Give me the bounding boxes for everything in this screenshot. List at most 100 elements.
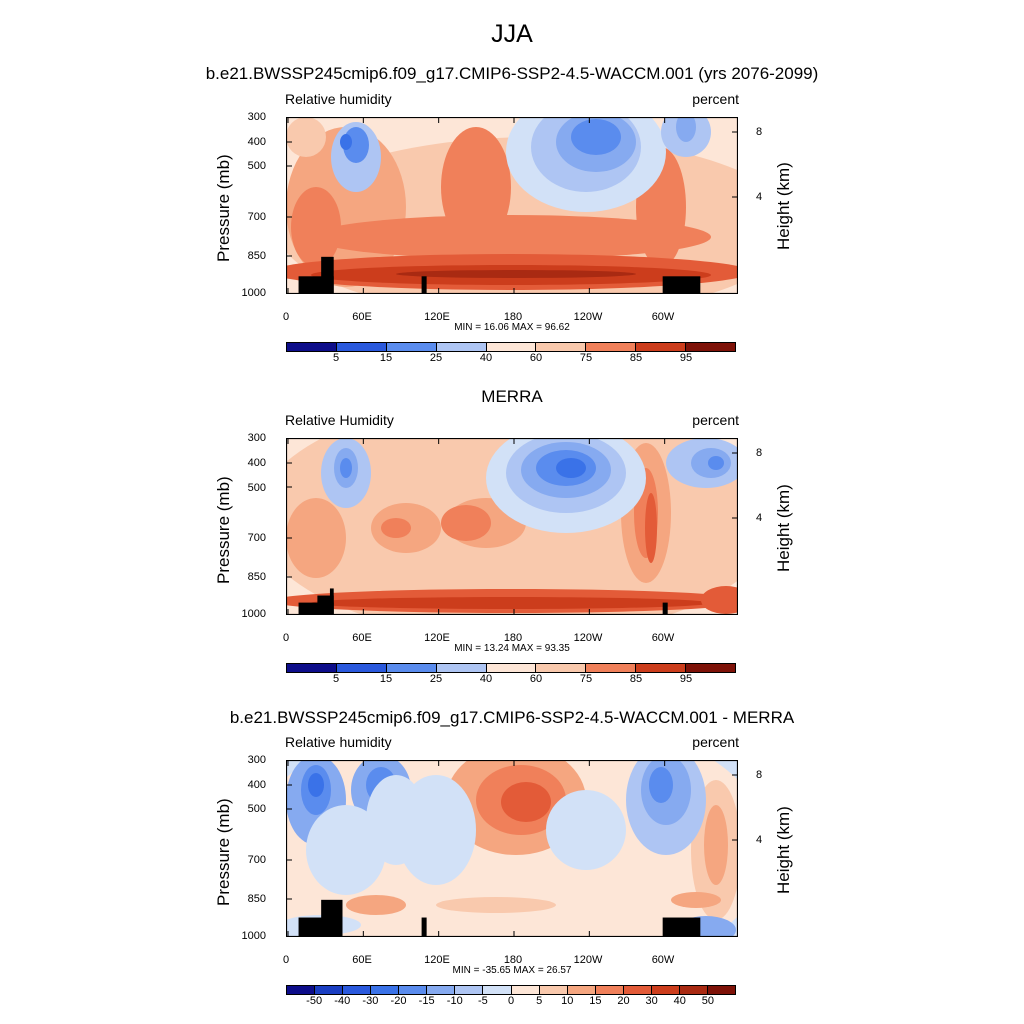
colorbar-tick: 60	[529, 352, 543, 364]
colorbar-swatch	[486, 664, 537, 672]
panel-2-ytick: 500	[247, 482, 266, 494]
contour-region	[381, 518, 411, 538]
colorbar-swatch	[336, 664, 387, 672]
colorbar-swatch	[586, 343, 637, 351]
panel-1-xtick: 120W	[573, 311, 603, 323]
terrain-mask	[662, 602, 668, 615]
panel-1-stats: MIN = 16.06 MAX = 96.62	[454, 322, 570, 333]
panel-3-xtick: 120E	[424, 954, 450, 966]
contour-region	[701, 586, 738, 614]
colorbar-swatch	[427, 986, 456, 994]
contour-region	[556, 458, 586, 478]
colorbar-swatch	[287, 343, 337, 351]
panel-1-units: percent	[692, 91, 739, 107]
colorbar-tick: 75	[579, 352, 593, 364]
colorbar-swatch	[399, 986, 428, 994]
colorbar-tick: -15	[418, 995, 435, 1007]
colorbar-tick: 85	[629, 673, 643, 685]
panel-3-xtick: 60E	[352, 954, 372, 966]
colorbar-tick: -30	[362, 995, 379, 1007]
panel-1-colorbar	[286, 342, 736, 352]
contour-region	[306, 805, 386, 895]
panel-3-ytick: 1000	[241, 930, 266, 942]
panel-1-rtick: 4	[756, 191, 763, 203]
colorbar-swatch	[483, 986, 512, 994]
colorbar-tick: 40	[479, 352, 493, 364]
panel-3-xtick: 0	[282, 954, 290, 966]
panel-3-title: b.e21.BWSSP245cmip6.f09_g17.CMIP6-SSP2-4…	[229, 708, 795, 727]
panel-3-colorbar	[286, 985, 736, 995]
contour-region	[676, 117, 696, 142]
terrain-mask	[329, 588, 334, 615]
contour-region	[308, 773, 324, 797]
contour-region	[546, 790, 626, 870]
colorbar-swatch	[386, 664, 437, 672]
panel-1-ytick: 400	[247, 136, 266, 148]
colorbar-tick: 25	[429, 352, 443, 364]
colorbar-tick: 95	[679, 673, 693, 685]
panel-2-ytick: 700	[247, 532, 266, 544]
panel-1-ytick: 500	[247, 160, 266, 172]
panel-1-xtick: 60E	[352, 311, 372, 323]
colorbar-swatch	[386, 343, 437, 351]
panel-2-xtick: 60E	[352, 632, 372, 644]
colorbar-swatch	[315, 986, 344, 994]
panel-1-ytick: 700	[247, 211, 266, 223]
colorbar-swatch	[623, 986, 652, 994]
colorbar-swatch	[679, 986, 708, 994]
panel-1-xtick: 0	[282, 311, 290, 323]
panel-1-xtick: 120E	[424, 311, 450, 323]
panel-1-title: b.e21.BWSSP245cmip6.f09_g17.CMIP6-SSP2-4…	[205, 64, 819, 83]
panel-2-heatmap	[286, 438, 738, 615]
contour-region	[645, 493, 657, 563]
colorbar-swatch	[287, 664, 337, 672]
contour-region	[396, 270, 636, 278]
colorbar-tick: 0	[507, 995, 515, 1007]
colorbar-tick: 95	[679, 352, 693, 364]
colorbar-swatch	[686, 343, 736, 351]
panel-1-heatmap	[286, 117, 738, 294]
colorbar-tick: 10	[561, 995, 574, 1007]
contour-region	[708, 456, 724, 470]
panel-3-ytick: 850	[247, 893, 266, 905]
colorbar-swatch	[436, 343, 487, 351]
colorbar-swatch	[539, 986, 568, 994]
panel-3-xtick: 120W	[573, 954, 603, 966]
terrain-mask	[662, 276, 701, 294]
colorbar-swatch	[436, 664, 487, 672]
colorbar-tick: -40	[334, 995, 351, 1007]
panel-2-ytick: 850	[247, 571, 266, 583]
main-title: JJA	[491, 20, 533, 48]
contour-region	[649, 767, 673, 803]
panel-2-stats: MIN = 13.24 MAX = 93.35	[454, 643, 570, 654]
panel-2-variable: Relative Humidity	[285, 412, 394, 428]
colorbar-tick: 15	[379, 673, 393, 685]
panel-3-units: percent	[692, 734, 739, 750]
colorbar-swatch	[707, 986, 735, 994]
panel-3-ytick: 700	[247, 854, 266, 866]
colorbar-swatch	[343, 986, 372, 994]
colorbar-tick: 50	[701, 995, 714, 1007]
panel-2-xtick: 60W	[651, 632, 675, 644]
colorbar-swatch	[686, 664, 736, 672]
panel-3-xtick: 180	[503, 954, 523, 966]
colorbar-tick: 20	[617, 995, 630, 1007]
panel-3-stats: MIN = -35.65 MAX = 26.57	[452, 965, 572, 976]
panel-1-xtick: 180	[503, 311, 523, 323]
terrain-mask	[317, 595, 334, 615]
colorbar-tick: 85	[629, 352, 643, 364]
contour-region	[704, 805, 728, 885]
colorbar-swatch	[336, 343, 387, 351]
colorbar-swatch	[511, 986, 540, 994]
panel-3-ytick: 300	[247, 754, 266, 766]
terrain-mask	[321, 899, 343, 937]
colorbar-tick: 25	[429, 673, 443, 685]
panel-1-ytick: 300	[247, 111, 266, 123]
colorbar-tick: -50	[306, 995, 323, 1007]
colorbar-tick: 30	[645, 995, 658, 1007]
panel-3-heatmap	[286, 760, 738, 937]
panel-2-ytick: 400	[247, 457, 266, 469]
panel-2-units: percent	[692, 412, 739, 428]
terrain-mask	[321, 256, 334, 294]
terrain-mask	[662, 917, 701, 937]
